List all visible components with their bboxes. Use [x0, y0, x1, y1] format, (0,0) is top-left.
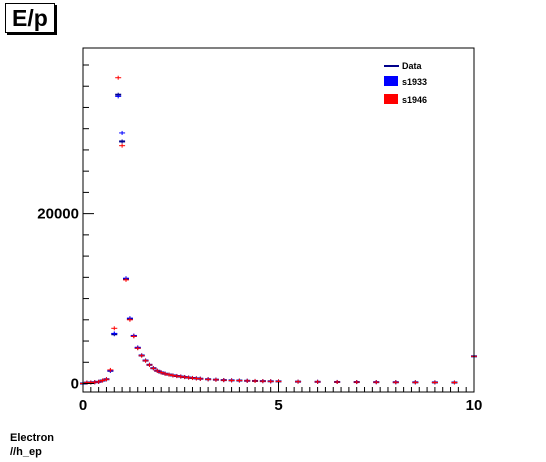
data-point-s1946 [138, 353, 145, 358]
x-tick-label: 10 [466, 397, 483, 414]
footer-line-1: Electron [10, 432, 55, 444]
data-point-s1946 [373, 380, 380, 385]
data-point-s1946 [103, 377, 110, 382]
data-point-s1946 [205, 377, 212, 382]
data-point-s1946 [259, 379, 266, 384]
data-point-s1946 [451, 380, 458, 385]
data-point-s1946 [142, 358, 149, 363]
legend-label-s1933: s1933 [402, 77, 427, 87]
footer-line-2: //h_ep [10, 446, 42, 458]
data-points [80, 75, 477, 386]
data-point-s1933 [119, 130, 126, 135]
legend-swatch-s1933 [384, 76, 398, 86]
data-point-s1946 [166, 372, 173, 377]
data-point-s1946 [162, 371, 169, 376]
data-point-s1946 [220, 378, 227, 383]
data-point-s1946 [126, 317, 133, 322]
data-point-s1946 [119, 143, 126, 148]
data-point-s1946 [173, 374, 180, 379]
data-point-s1946 [130, 334, 137, 339]
data-point-s1946 [150, 366, 157, 371]
data-point-s1946 [158, 370, 165, 375]
data-point-s1946 [111, 326, 118, 331]
data-point-s1946 [181, 375, 188, 380]
data-point-s1946 [197, 376, 204, 381]
data-point-s1946 [267, 379, 274, 384]
data-point-s1946 [353, 380, 360, 385]
x-tick-label: 5 [274, 397, 282, 414]
chart-title: E/p [5, 3, 55, 33]
data-point-s1946 [244, 378, 251, 383]
legend-label-s1946: s1946 [402, 95, 427, 105]
data-point-s1933 [115, 94, 122, 99]
data-point-s1946 [431, 380, 438, 385]
legend-label-data: Data [402, 61, 423, 71]
y-tick-label: 0 [71, 376, 79, 393]
data-point-s1946 [134, 346, 141, 351]
data-point-data [119, 139, 126, 144]
data-point-s1946 [177, 374, 184, 379]
data-point-s1946 [212, 377, 219, 382]
data-point-s1946 [334, 380, 341, 385]
data-point-s1946 [252, 379, 259, 384]
data-point-s1946 [95, 379, 102, 384]
data-point-s1946 [107, 367, 114, 372]
data-point-s1946 [295, 379, 302, 384]
data-point-s1933 [111, 331, 118, 336]
legend-swatch-s1946 [384, 94, 398, 104]
x-tick-label: 0 [79, 397, 87, 414]
data-point-s1946 [115, 75, 122, 80]
data-point-s1946 [314, 379, 321, 384]
data-point-s1946 [146, 362, 153, 367]
data-point-s1946 [392, 380, 399, 385]
data-point-s1946 [169, 373, 176, 378]
data-point-s1946 [236, 378, 243, 383]
data-point-s1946 [123, 277, 130, 282]
data-point-s1946 [154, 368, 161, 373]
data-point-s1946 [228, 378, 235, 383]
y-tick-label: 20000 [37, 206, 79, 223]
data-point-s1946 [412, 380, 419, 385]
legend: Data s1933 s1946 [384, 61, 427, 105]
data-point-s1946 [99, 378, 106, 383]
axis-ticks [82, 64, 475, 392]
